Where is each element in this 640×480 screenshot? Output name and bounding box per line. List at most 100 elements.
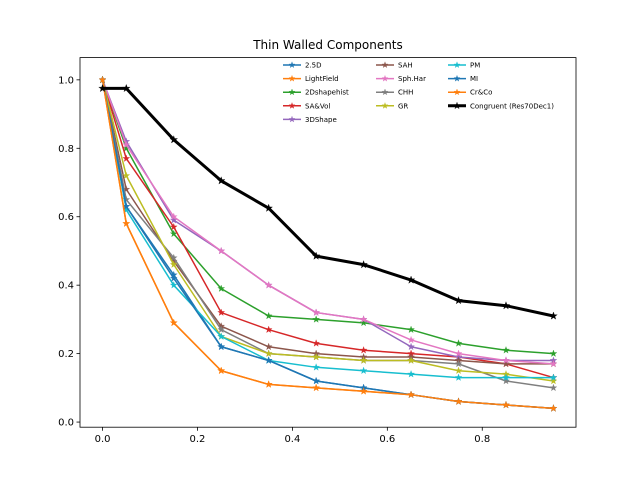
data-point	[407, 335, 415, 344]
data-point	[264, 380, 273, 388]
x-tick-label: 0.8	[474, 434, 490, 445]
y-tick-label: 0.0	[58, 418, 74, 429]
data-point	[264, 311, 273, 320]
series-layer	[98, 75, 558, 412]
series-6	[98, 75, 558, 368]
y-tick-label: 0.4	[58, 281, 74, 292]
legend-marker	[381, 61, 389, 68]
data-point	[549, 311, 558, 320]
data-point	[264, 342, 273, 351]
legend-marker	[381, 74, 389, 82]
data-point	[312, 308, 320, 316]
legend-label: Congruent (Res70Dec1)	[470, 102, 554, 110]
data-point	[454, 296, 463, 305]
data-point	[98, 83, 107, 93]
data-point	[359, 260, 368, 269]
data-point	[407, 370, 415, 378]
legend-marker	[453, 74, 461, 82]
data-point	[454, 359, 463, 368]
y-tick-label: 0.6	[58, 212, 74, 223]
data-point	[169, 212, 178, 221]
data-point	[264, 325, 273, 333]
data-point	[122, 171, 131, 179]
data-point	[312, 339, 320, 347]
legend-label: Sph.Har	[398, 75, 426, 83]
data-point	[549, 373, 558, 381]
data-point	[169, 260, 178, 268]
legend-marker	[288, 102, 296, 109]
data-point	[454, 366, 463, 375]
data-point	[549, 404, 558, 412]
data-point	[359, 366, 368, 375]
legend-marker	[453, 61, 461, 68]
legend-label: CHH	[398, 89, 413, 97]
data-point	[264, 349, 273, 357]
data-point	[217, 308, 226, 316]
data-point	[311, 251, 321, 260]
x-tick-label: 0.2	[190, 434, 206, 445]
data-point	[549, 359, 558, 368]
data-point	[264, 281, 273, 289]
legend-marker	[288, 88, 296, 96]
legend-item: Cr&Co	[448, 88, 492, 97]
y-tick-label: 1.0	[58, 75, 74, 86]
data-point	[502, 346, 510, 354]
data-point	[359, 346, 368, 354]
data-point	[407, 342, 415, 351]
data-point	[217, 342, 226, 351]
x-tick-label: 0.0	[95, 434, 111, 445]
data-point	[501, 301, 511, 310]
legend-item: 3DShape	[283, 115, 337, 124]
data-point	[502, 373, 510, 381]
legend-label: PM	[470, 62, 480, 70]
legend-marker	[381, 102, 389, 109]
legend-item: 2.5D	[283, 61, 322, 70]
data-point	[312, 383, 320, 392]
legend-marker	[453, 88, 461, 96]
plot-frame	[79, 57, 577, 428]
x-tick-label: 0.6	[379, 434, 395, 445]
legend-label: SAH	[398, 62, 413, 70]
legend-label: Cr&Co	[470, 89, 492, 97]
y-tick-label: 0.8	[58, 144, 74, 155]
data-point	[169, 222, 178, 231]
chart-title: Thin Walled Components	[252, 38, 403, 52]
data-point	[217, 284, 226, 292]
data-point	[169, 135, 178, 144]
legend-item: PM	[448, 61, 480, 70]
x-axis: 0.0 0.2 0.4 0.6 0.8	[95, 427, 490, 445]
data-point	[169, 281, 178, 289]
data-point	[454, 397, 463, 405]
data-point	[217, 366, 226, 375]
data-point	[217, 246, 226, 255]
legend-label: 3DShape	[305, 116, 337, 124]
legend-label: GR	[398, 102, 408, 110]
legend-marker	[453, 101, 461, 110]
legend-label: 2Dshapehist	[305, 89, 349, 97]
legend-label: SA&Vol	[305, 102, 330, 110]
data-point	[122, 83, 131, 93]
data-point	[502, 376, 510, 385]
legend-item: SAH	[376, 61, 413, 70]
data-point	[122, 219, 131, 227]
data-point	[454, 373, 463, 381]
data-point	[169, 274, 178, 282]
legend-marker	[288, 74, 296, 82]
legend-label: LightField	[305, 75, 339, 83]
data-point	[312, 315, 320, 323]
data-point	[169, 253, 178, 262]
legend-marker	[288, 115, 296, 123]
legend-marker	[381, 88, 389, 96]
legend-item: LightField	[283, 74, 339, 83]
data-point	[264, 356, 273, 364]
data-point	[216, 176, 226, 185]
data-point	[502, 359, 510, 368]
data-point	[549, 349, 558, 357]
data-point	[454, 349, 463, 357]
data-point	[264, 203, 273, 212]
legend: 2.5D LightField 2Dshapehist SA&Vol 3DShape SA…	[283, 61, 554, 124]
legend-item: 2Dshapehist	[283, 88, 349, 97]
data-point	[359, 356, 368, 364]
data-point	[122, 144, 131, 152]
data-point	[406, 275, 416, 284]
